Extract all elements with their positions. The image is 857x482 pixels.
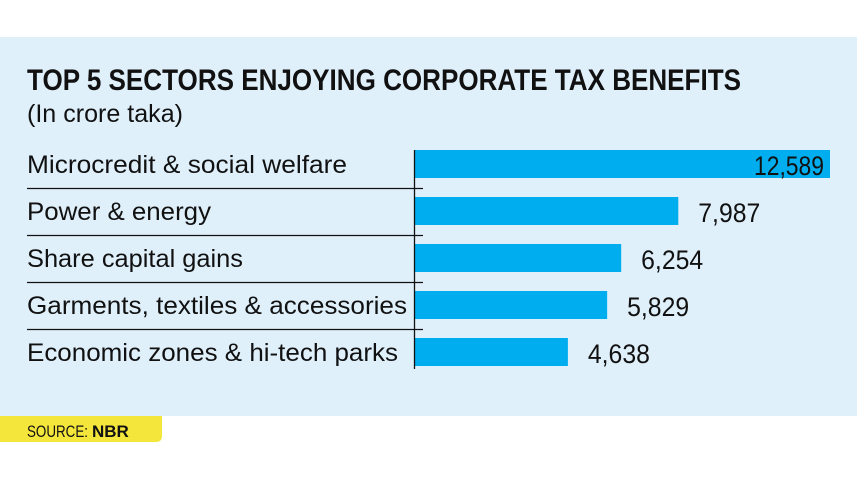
category-label: Microcredit & social welfare <box>27 151 347 179</box>
bar <box>415 197 679 225</box>
source-text: SOURCE: NBR <box>27 422 129 441</box>
bar <box>415 338 568 366</box>
value-label: 6,254 <box>641 245 703 275</box>
bar <box>415 291 608 319</box>
category-label: Garments, textiles & accessories <box>27 292 407 320</box>
source-label: SOURCE: <box>27 422 88 441</box>
bar <box>415 244 622 272</box>
value-label: 4,638 <box>588 339 650 369</box>
value-label: 12,589 <box>754 151 824 181</box>
category-label: Power & energy <box>27 198 212 226</box>
bar <box>415 150 830 178</box>
source-name: NBR <box>92 422 129 441</box>
value-label: 5,829 <box>627 292 689 322</box>
value-label: 7,987 <box>698 198 760 228</box>
source-badge <box>0 416 162 442</box>
chart-subtitle: (In crore taka) <box>27 100 183 128</box>
category-label: Economic zones & hi-tech parks <box>27 339 398 367</box>
chart-title: TOP 5 SECTORS ENJOYING CORPORATE TAX BEN… <box>27 64 741 97</box>
category-label: Share capital gains <box>27 245 243 273</box>
